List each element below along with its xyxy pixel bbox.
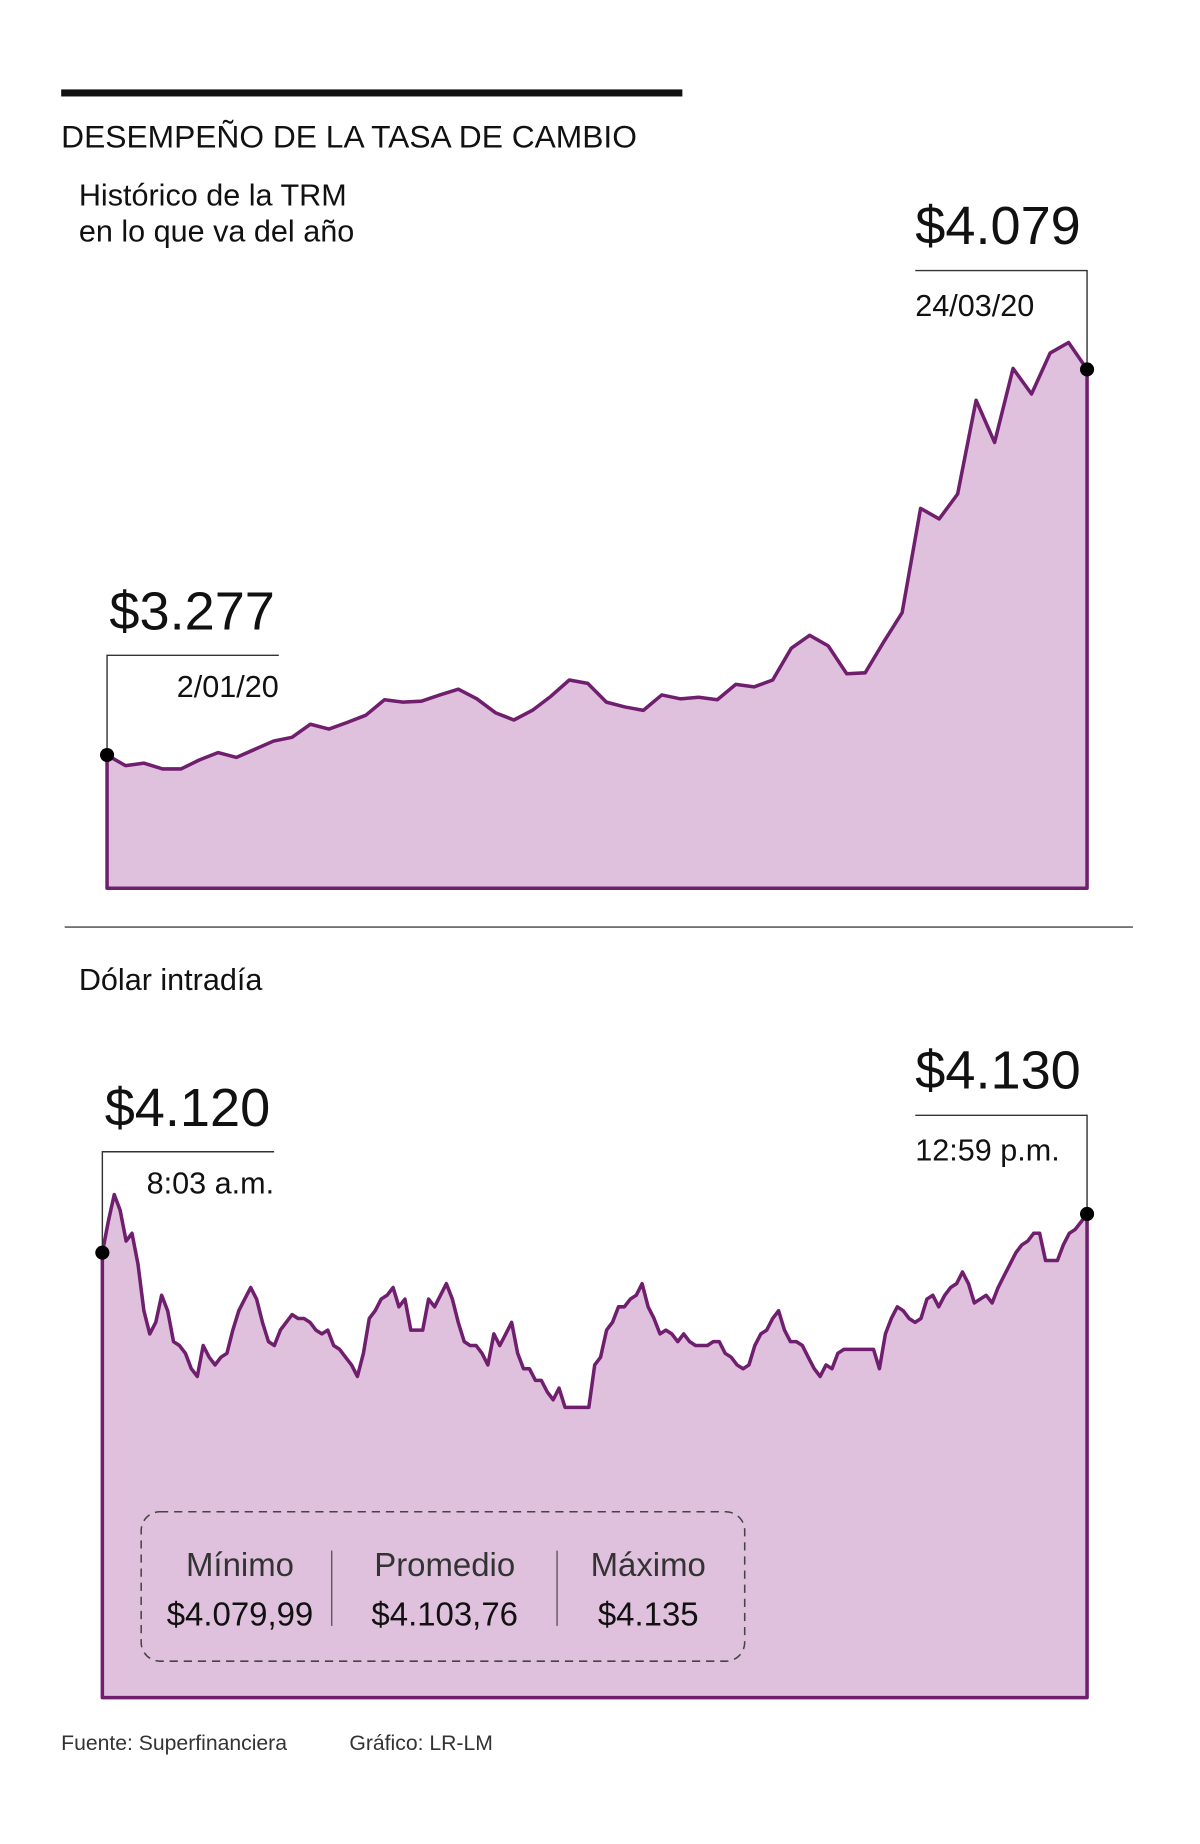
x-label: 24/03/20 xyxy=(915,289,1034,323)
x-label: 12:59 p.m. xyxy=(915,1134,1059,1168)
chart-subtitle: Dólar intradía xyxy=(79,963,263,997)
summary-value: $4.103,76 xyxy=(371,1596,518,1633)
value-label: $4.079 xyxy=(915,196,1080,256)
leader-line xyxy=(101,1151,275,1253)
summary-label: Máximo xyxy=(591,1546,706,1583)
area xyxy=(105,340,1089,890)
end-point xyxy=(95,1245,110,1260)
leader-line xyxy=(915,269,1088,370)
end-point xyxy=(100,747,115,763)
x-label: 2/01/20 xyxy=(177,670,279,704)
value-label: $4.120 xyxy=(105,1078,271,1138)
end-point xyxy=(1080,362,1095,377)
area xyxy=(100,1192,1089,1700)
title: DESEMPEÑO DE LA TASA DE CAMBIO xyxy=(61,118,637,154)
value-label: $3.277 xyxy=(109,582,274,642)
summary-box xyxy=(140,1510,746,1662)
chart-subtitle: en lo que va del año xyxy=(79,215,354,249)
x-label: 8:03 a.m. xyxy=(147,1167,274,1201)
chart-subtitle: Histórico de la TRM xyxy=(79,178,347,212)
leader-line xyxy=(915,1114,1088,1214)
summary-value: $4.079,99 xyxy=(167,1596,314,1633)
summary-label: Mínimo xyxy=(186,1546,294,1583)
title-bar xyxy=(61,89,683,97)
summary-label: Promedio xyxy=(374,1546,515,1583)
summary-value: $4.135 xyxy=(598,1596,699,1633)
source: Fuente: Superfinanciera xyxy=(61,1732,287,1755)
leader-line xyxy=(106,654,279,756)
value-label: $4.130 xyxy=(915,1041,1080,1101)
end-point xyxy=(1080,1206,1095,1222)
credit: Gráfico: LR-LM xyxy=(349,1732,492,1755)
